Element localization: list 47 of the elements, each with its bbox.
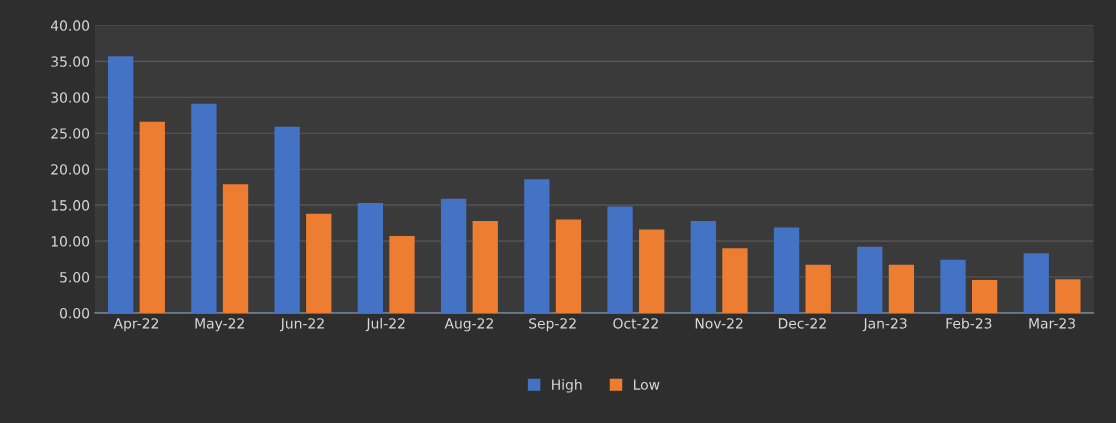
bar: [805, 264, 831, 314]
legend-label: High: [552, 379, 582, 393]
x-tick-label: Jun-22: [280, 318, 324, 332]
x-tick-label: Apr-22: [113, 318, 158, 332]
bar: [222, 184, 249, 314]
bar: [639, 229, 665, 314]
x-tick-label: Dec-22: [778, 318, 826, 329]
bar: [555, 219, 582, 314]
x-tick-label: Oct-22: [613, 318, 658, 329]
bar: [1055, 279, 1081, 314]
bar: [306, 213, 332, 314]
bar: [971, 279, 998, 314]
y-tick-label: 25.00: [51, 128, 90, 139]
bar: [139, 121, 165, 314]
x-tick-label: Nov-22: [695, 318, 743, 329]
legend-label: Low: [634, 379, 660, 390]
bar: [607, 206, 633, 314]
x-tick-label: May-22: [195, 318, 244, 332]
bar: [857, 246, 883, 314]
y-tick-label: 15.00: [51, 200, 90, 211]
x-tick-label: Mar-23: [1029, 318, 1075, 329]
bar: [524, 179, 550, 314]
bar: [690, 220, 716, 314]
bar: [722, 248, 748, 314]
bar: [389, 236, 415, 314]
y-tick-label: 10.00: [51, 236, 90, 247]
bar: [440, 198, 467, 314]
bar: [274, 126, 300, 314]
y-tick-label: 5.00: [60, 272, 90, 283]
y-tick-label: 0.00: [59, 307, 90, 319]
y-tick-label: 20.00: [51, 164, 90, 175]
x-tick-label: Aug-22: [444, 318, 493, 332]
bar: [357, 203, 384, 314]
bar: [472, 220, 498, 314]
x-tick-label: Jan-23: [862, 318, 907, 332]
x-tick-label: Feb-23: [946, 317, 992, 329]
bar: [1023, 253, 1049, 314]
bar: [888, 264, 915, 314]
y-tick-label: 35.00: [51, 56, 90, 67]
bar: [940, 259, 966, 314]
bar: [108, 56, 134, 314]
y-tick-label: 30.00: [51, 92, 90, 103]
x-tick-label: Jul-22: [365, 317, 405, 332]
bar: [191, 103, 217, 314]
bar: [773, 227, 800, 314]
y-tick-label: 40.00: [50, 20, 90, 31]
x-tick-label: Sep-22: [529, 318, 576, 332]
